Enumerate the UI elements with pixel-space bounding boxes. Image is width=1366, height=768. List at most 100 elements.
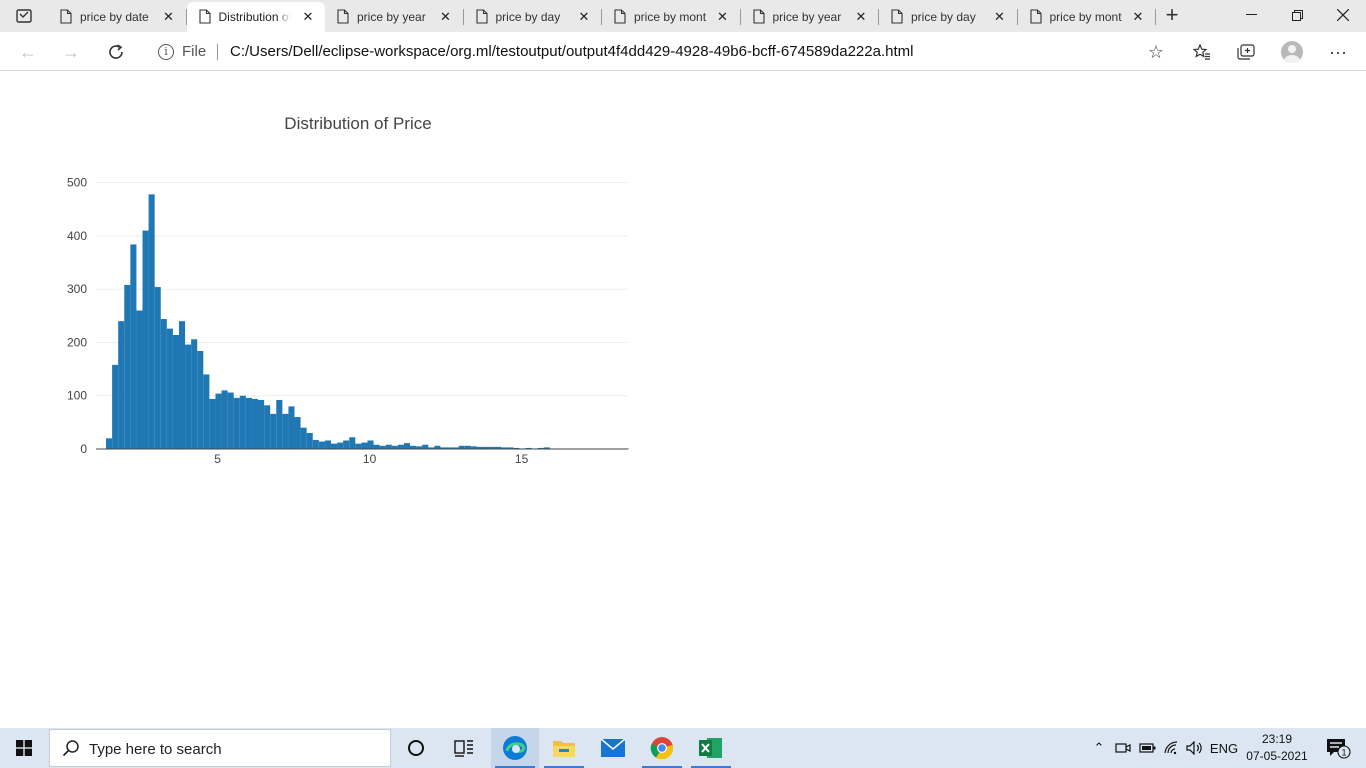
histogram-bar — [221, 390, 228, 449]
histogram-bar — [391, 445, 398, 449]
histogram-bar — [476, 446, 483, 449]
cortana-button[interactable] — [392, 728, 440, 768]
close-tab-icon[interactable]: ✕ — [302, 9, 314, 24]
edge-icon — [503, 736, 527, 760]
x-tick-label: 10 — [363, 452, 377, 466]
y-tick-label: 300 — [67, 282, 87, 296]
browser-tab[interactable]: price by year ✕ — [325, 2, 463, 32]
close-tab-icon[interactable]: ✕ — [578, 9, 590, 24]
browser-tab[interactable]: price by month ✕ — [1018, 2, 1156, 32]
histogram-bar — [172, 335, 179, 449]
close-tab-icon[interactable]: ✕ — [994, 9, 1005, 24]
histogram-bar — [118, 321, 125, 449]
taskbar-search-box[interactable]: Type here to search — [49, 729, 391, 767]
histogram-bar — [458, 445, 465, 449]
forward-button[interactable]: → — [55, 36, 87, 68]
battery-icon — [1138, 743, 1155, 753]
histogram-bar — [142, 230, 149, 449]
close-tab-icon[interactable]: ✕ — [717, 9, 728, 24]
histogram-bar — [452, 447, 459, 449]
restore-button[interactable] — [1274, 0, 1320, 30]
search-icon — [62, 740, 79, 757]
browser-tab[interactable]: price by date ✕ — [48, 2, 186, 32]
action-center-button[interactable]: 1 — [1318, 728, 1358, 768]
meet-now-button[interactable] — [1113, 728, 1133, 768]
histogram-bar — [489, 446, 496, 449]
histogram-bar — [276, 399, 283, 449]
task-view-button[interactable] — [440, 728, 488, 768]
histogram-bar — [330, 443, 338, 449]
histogram-bar — [288, 406, 295, 449]
tab-actions-button[interactable] — [8, 5, 40, 27]
volume-button[interactable] — [1185, 728, 1205, 768]
x-tick-label: 15 — [515, 452, 529, 466]
histogram-bar — [282, 413, 289, 449]
y-tick-label: 0 — [80, 442, 87, 456]
histogram-bar — [422, 444, 429, 449]
histogram-bar — [379, 445, 386, 449]
task-view-icon — [454, 740, 473, 757]
clock[interactable]: 23:19 07-05-2021 — [1244, 731, 1310, 765]
back-button[interactable]: ← — [12, 36, 44, 68]
chevron-up-icon: ⌃ — [1093, 740, 1105, 755]
new-tab-button[interactable]: + — [1165, 2, 1179, 27]
tab-label: price by year — [357, 10, 426, 24]
close-tab-icon[interactable]: ✕ — [855, 9, 867, 24]
histogram-bar — [233, 397, 240, 449]
histogram-bar — [148, 194, 155, 449]
histogram-bar — [209, 398, 216, 449]
histogram-bar — [470, 446, 477, 449]
histogram-bar — [324, 440, 331, 449]
histogram-bar — [343, 440, 350, 449]
url-text[interactable]: C:/Users/Dell/eclipse-workspace/org.ml/t… — [230, 43, 914, 60]
profile-button[interactable] — [1276, 36, 1308, 68]
histogram-bar — [294, 417, 301, 449]
histogram-bar — [385, 444, 392, 449]
network-button[interactable] — [1161, 728, 1183, 768]
favorites-button[interactable] — [1186, 36, 1218, 68]
show-hidden-icons-button[interactable]: ⌃ — [1088, 728, 1110, 768]
minimize-button[interactable] — [1228, 0, 1274, 30]
edge-taskbar-button[interactable] — [491, 728, 539, 768]
browser-tab[interactable]: price by month ✕ — [602, 2, 740, 32]
chrome-icon — [650, 737, 674, 760]
histogram-bar — [251, 398, 259, 449]
address-bar[interactable]: i File C:/Users/Dell/eclipse-workspace/o… — [144, 36, 1176, 68]
tab-label: price by year — [772, 10, 842, 24]
browser-tab[interactable]: price by day ✕ — [464, 2, 602, 32]
tab-label: price by month — [1049, 10, 1122, 24]
mail-taskbar-button[interactable] — [589, 728, 637, 768]
excel-taskbar-button[interactable] — [687, 728, 735, 768]
star-add-icon[interactable]: ☆ — [1147, 42, 1164, 62]
browser-tab[interactable]: price by year ✕ — [741, 2, 879, 32]
file-explorer-taskbar-button[interactable] — [540, 728, 588, 768]
more-button[interactable]: ··· — [1322, 36, 1354, 68]
browser-tab[interactable]: Distribution of Price ✕ — [186, 2, 325, 32]
histogram-bar — [185, 344, 192, 449]
windows-logo-icon — [16, 740, 32, 756]
chrome-taskbar-button[interactable] — [638, 728, 686, 768]
refresh-icon — [109, 44, 123, 59]
histogram-bar — [112, 364, 119, 449]
battery-button[interactable] — [1137, 728, 1157, 768]
info-icon[interactable]: i — [158, 44, 174, 60]
close-tab-icon[interactable]: ✕ — [1132, 9, 1144, 24]
wifi-icon — [1164, 741, 1178, 755]
tab-strip: price by date✕Distribution of Price✕pric… — [0, 0, 1366, 32]
address-separator — [217, 44, 218, 60]
camera-icon — [1115, 743, 1131, 753]
page-icon — [60, 9, 72, 24]
close-window-button[interactable] — [1320, 0, 1366, 30]
histogram-bar — [203, 374, 210, 449]
collections-button[interactable] — [1230, 36, 1262, 68]
close-tab-icon[interactable]: ✕ — [440, 9, 451, 24]
browser-tab[interactable]: price by day ✕ — [879, 2, 1017, 32]
page-icon — [614, 9, 626, 24]
refresh-button[interactable] — [100, 36, 132, 68]
start-button[interactable] — [0, 728, 48, 768]
histogram-bar — [318, 441, 325, 449]
input-language-button[interactable]: ENG — [1208, 728, 1240, 768]
histogram-bar — [306, 433, 313, 449]
histogram-bar — [507, 447, 514, 449]
close-tab-icon[interactable]: ✕ — [163, 9, 174, 24]
